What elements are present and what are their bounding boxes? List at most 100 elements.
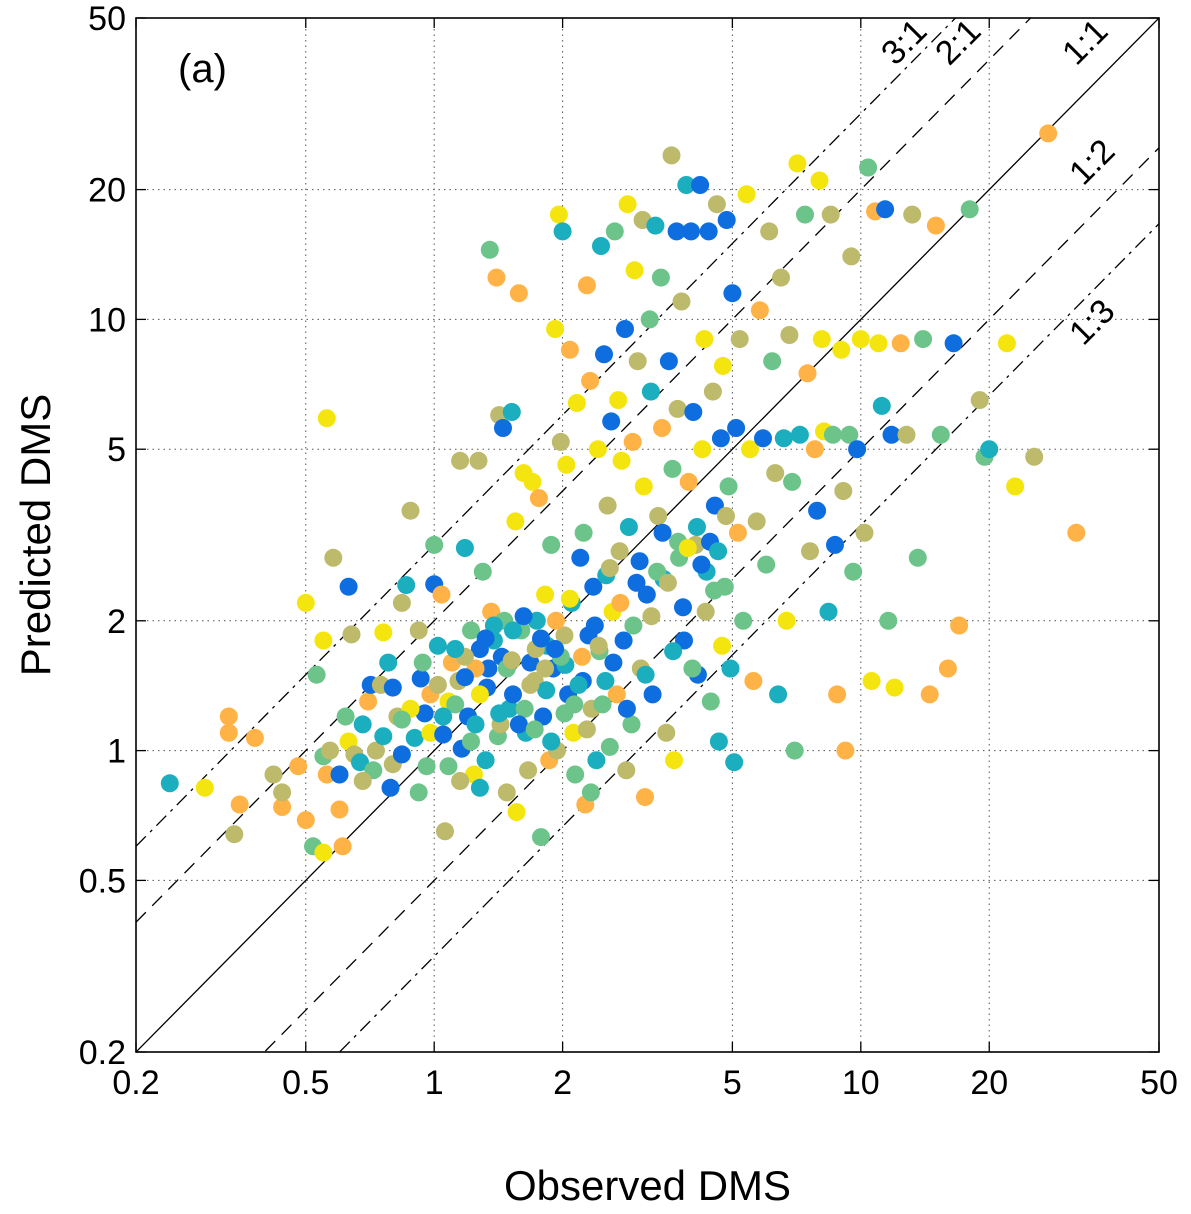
plot-frame: [135, 17, 1160, 1053]
data-point: [705, 581, 724, 600]
data-point: [596, 672, 615, 690]
data-point: [651, 268, 670, 287]
data-point: [230, 795, 249, 814]
data-point: [630, 552, 649, 571]
data-point: [695, 330, 714, 349]
data-point: [711, 429, 730, 448]
data-point: [683, 659, 702, 678]
data-point: [566, 765, 585, 784]
reference-line: [338, 223, 1159, 1052]
data-point: [674, 598, 692, 617]
data-point: [537, 681, 556, 700]
data-point: [351, 753, 369, 772]
y-tick-label: 50: [88, 0, 126, 38]
data-point: [612, 451, 631, 470]
data-point: [195, 778, 214, 797]
data-point: [417, 757, 436, 776]
data-point: [339, 577, 358, 596]
data-point: [693, 440, 712, 459]
data-point: [592, 237, 610, 255]
data-point: [665, 751, 684, 770]
data-point: [273, 783, 292, 802]
data-point: [627, 573, 646, 592]
data-point: [891, 334, 910, 353]
data-point: [405, 728, 424, 747]
data-point: [780, 326, 799, 344]
data-point: [401, 501, 420, 520]
data-point: [950, 616, 969, 635]
data-point: [636, 665, 655, 684]
data-point: [317, 765, 336, 784]
data-point: [653, 523, 672, 542]
data-point: [317, 409, 336, 428]
data-point: [611, 593, 630, 612]
data-point: [788, 154, 807, 173]
data-point: [494, 419, 512, 437]
data-point: [713, 356, 732, 375]
reference-line-label: 2:1: [928, 12, 988, 72]
data-point: [834, 482, 853, 500]
data-point: [509, 715, 528, 734]
y-tick-label: 20: [88, 172, 126, 210]
data-point: [381, 778, 400, 797]
x-tick-label: 50: [1140, 1064, 1178, 1102]
data-point: [595, 345, 613, 364]
data-point: [413, 653, 432, 672]
data-point: [622, 715, 641, 734]
data-point: [640, 310, 659, 329]
data-point: [646, 216, 665, 235]
reference-line: [136, 18, 1159, 1052]
data-point: [766, 464, 785, 483]
data-point: [692, 555, 711, 574]
data-point: [682, 222, 700, 241]
data-point: [482, 602, 501, 621]
data-point: [245, 728, 264, 747]
data-point: [796, 205, 814, 224]
data-point: [604, 653, 623, 672]
data-point: [532, 828, 550, 847]
data-point: [573, 647, 591, 666]
data-point: [330, 800, 349, 819]
data-point: [425, 535, 444, 554]
data-point: [506, 512, 525, 531]
data-point: [869, 334, 888, 353]
data-point: [307, 665, 326, 684]
data-point: [487, 268, 506, 287]
data-point: [379, 653, 398, 672]
data-point: [160, 774, 179, 793]
data-point: [634, 477, 653, 496]
data-point: [502, 403, 521, 421]
data-point: [289, 757, 308, 776]
data-point: [769, 685, 788, 704]
data-point: [504, 621, 522, 640]
data-point: [914, 330, 933, 349]
data-point: [610, 542, 629, 561]
reference-line: [263, 147, 1159, 1052]
data-point: [819, 602, 838, 621]
data-point: [409, 621, 428, 640]
reference-line: [136, 18, 1032, 923]
data-point: [741, 440, 759, 459]
data-point: [219, 723, 238, 742]
data-point: [577, 276, 596, 295]
data-point: [664, 642, 683, 661]
data-point: [747, 512, 766, 531]
data-point: [897, 425, 916, 444]
data-point: [1006, 477, 1025, 496]
data-point: [678, 539, 697, 557]
data-point: [757, 555, 776, 574]
data-point: [605, 222, 624, 241]
data-point: [225, 825, 244, 844]
data-point: [324, 548, 343, 567]
data-point: [451, 772, 470, 790]
data-point: [434, 725, 453, 744]
data-point: [436, 822, 454, 841]
data-point: [536, 585, 555, 604]
data-point: [542, 535, 561, 554]
x-tick-label: 10: [842, 1064, 880, 1102]
data-point: [469, 451, 488, 470]
data-point: [723, 284, 742, 303]
data-point: [908, 548, 927, 567]
data-point: [509, 284, 528, 303]
y-tick-label: 0.5: [79, 862, 126, 900]
